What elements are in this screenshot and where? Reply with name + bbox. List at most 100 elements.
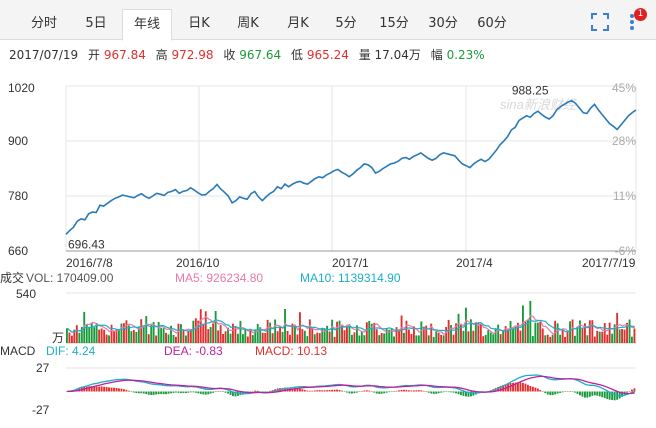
macd-bar — [356, 391, 358, 393]
volume-bar — [437, 332, 440, 343]
volume-bar — [88, 327, 91, 343]
volume-bar — [120, 323, 123, 343]
volume-bar — [115, 329, 118, 343]
volume-bar — [356, 325, 358, 343]
macd-bar — [408, 390, 410, 392]
volume-bar — [306, 336, 309, 343]
macd-bar — [365, 390, 368, 392]
volume-bar — [584, 323, 586, 343]
macd-bar — [427, 391, 430, 393]
low-label: 低 — [291, 48, 304, 62]
macd-bar — [452, 391, 455, 393]
fullscreen-icon[interactable] — [590, 12, 610, 32]
macd-bar — [110, 387, 113, 392]
volume-bar — [531, 336, 534, 343]
macd-bar — [192, 391, 195, 393]
volume-bar — [564, 336, 566, 343]
volume-bar — [227, 327, 229, 343]
volume-bar — [294, 326, 296, 343]
volume-bar — [197, 320, 200, 343]
volume-bar — [440, 334, 443, 343]
volume-label: 成交 — [0, 270, 24, 285]
macd-bar — [611, 391, 614, 400]
macd-bar — [598, 391, 601, 397]
volume-bar — [353, 332, 356, 343]
macd-bar — [413, 390, 415, 392]
tab-6[interactable]: 5分 — [335, 16, 357, 31]
volume-bar — [289, 334, 291, 343]
macd-bar — [142, 391, 145, 394]
dea-text: DEA: -0.83 — [164, 344, 223, 358]
tab-2[interactable]: 年线 — [122, 9, 172, 41]
tab-8[interactable]: 30分 — [428, 16, 458, 31]
macd-bar — [460, 391, 462, 396]
tab-3[interactable]: 日K — [188, 16, 210, 31]
volume-bar — [242, 334, 244, 343]
macd-bar — [301, 389, 304, 392]
tab-0[interactable]: 分时 — [30, 16, 57, 31]
volume-bar — [422, 326, 425, 343]
macd-bar — [420, 390, 423, 392]
volume-bar — [517, 322, 519, 343]
volume-bar — [165, 332, 167, 343]
macd-bar — [556, 391, 559, 394]
volume-bar — [75, 325, 78, 343]
ma10-text: MA10: 1139314.90 — [300, 271, 401, 285]
macd-bar — [291, 388, 294, 392]
volume-bar — [596, 330, 599, 343]
pct-tick: 11% — [613, 189, 636, 203]
volume-bar — [331, 319, 334, 343]
volume-bar — [593, 336, 596, 343]
volume-bar — [78, 332, 81, 343]
macd-bar — [177, 391, 180, 393]
tab-1[interactable]: 5日 — [85, 16, 107, 31]
macd-bar — [160, 391, 163, 394]
tab-5[interactable]: 月K — [287, 16, 309, 31]
macd-bar — [554, 391, 557, 395]
low-value: 965.24 — [306, 48, 349, 62]
macd-bar — [189, 391, 192, 393]
volume-bar — [467, 331, 470, 343]
macd-bar — [561, 391, 564, 393]
volume-bar — [93, 327, 96, 343]
macd-bar — [601, 391, 604, 398]
volume-bar — [623, 329, 626, 343]
macd-bar — [197, 391, 200, 394]
volume-bar — [207, 329, 210, 343]
volume-bar — [435, 331, 438, 343]
macd-bar — [628, 391, 631, 392]
volume-bar — [276, 331, 279, 343]
macd-bar — [631, 389, 633, 392]
macd-bar — [405, 389, 408, 392]
volume-bar — [472, 330, 475, 343]
volume-bar — [380, 333, 383, 343]
tab-4[interactable]: 周K — [237, 16, 259, 31]
macd-bar — [137, 391, 140, 394]
macd-bar — [217, 391, 220, 392]
macd-bar — [115, 388, 118, 392]
volume-bar — [432, 336, 435, 343]
volume-ma10-line — [66, 318, 635, 333]
volume-bar — [239, 320, 242, 343]
volume-bar — [378, 335, 381, 343]
tab-9[interactable]: 60分 — [477, 16, 507, 31]
open-label: 开 — [88, 48, 101, 62]
macd-bar — [150, 391, 153, 395]
tab-7[interactable]: 15分 — [379, 16, 409, 31]
volume-bar — [497, 324, 500, 343]
volume-bar — [442, 335, 445, 343]
macd-bar — [462, 391, 465, 396]
volume-bar — [259, 327, 262, 343]
macd-bar — [271, 390, 274, 392]
macd-bar — [457, 391, 460, 395]
macd-bar — [593, 391, 596, 396]
ma5-text: MA5: 926234.80 — [175, 271, 263, 285]
more-vertical-icon[interactable] — [622, 10, 642, 34]
macd-bar — [212, 391, 215, 393]
macd-bar — [328, 390, 331, 392]
volume-bar — [333, 336, 336, 343]
volume-bar — [427, 335, 430, 343]
volume-bar — [234, 326, 237, 343]
volume-bar — [360, 331, 363, 343]
